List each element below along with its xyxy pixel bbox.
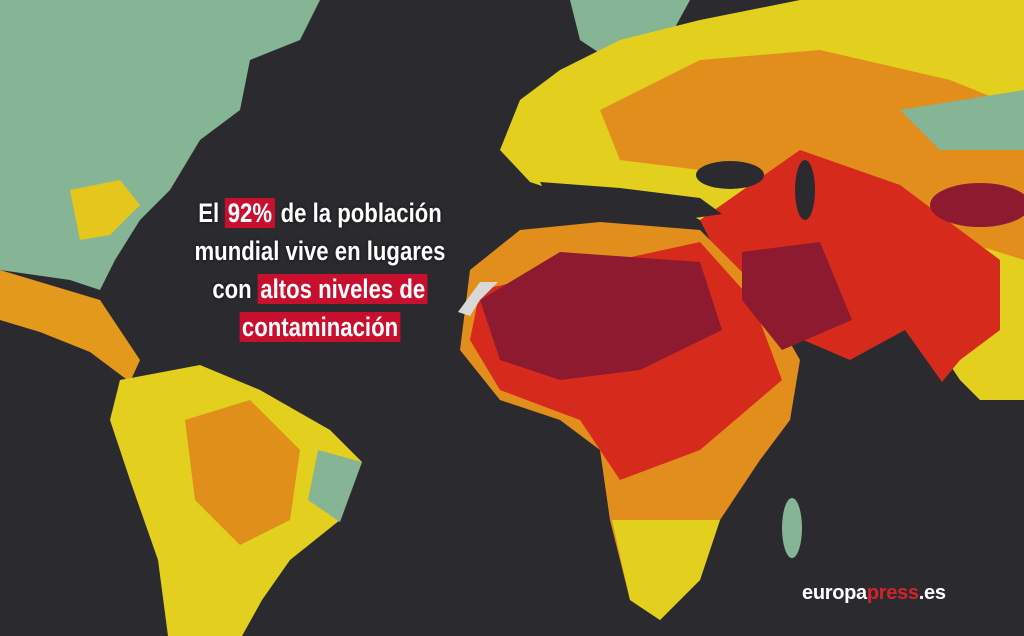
central-america (0, 270, 140, 382)
headline-line: con altos niveles de (156, 270, 484, 308)
headline-line: contaminación (156, 308, 484, 346)
logo: europapress.es (802, 582, 946, 605)
south-africa-yellow (612, 520, 720, 620)
headline-line: El 92% de la población (156, 194, 484, 232)
headline: El 92% de la población mundial vive en lu… (156, 194, 484, 346)
siberia-green (900, 90, 1024, 150)
logo-domain: .es (918, 582, 946, 604)
sahara-dark-red (480, 252, 722, 380)
south-america-green (308, 450, 362, 522)
arabia-dark-red (742, 242, 852, 350)
highlighted-text: 92% (225, 198, 275, 228)
highlighted-text: altos niveles de (257, 274, 428, 304)
caspian-sea (795, 160, 815, 220)
madagascar (782, 498, 802, 558)
south-america-orange (185, 400, 300, 545)
us-east-yellow (70, 180, 140, 240)
western-sahara (458, 282, 498, 316)
headline-line: mundial vive en lugares (156, 232, 484, 270)
headline-text: con (212, 274, 258, 304)
logo-name: europa (802, 582, 867, 604)
logo-brand: press (866, 582, 919, 604)
black-sea (696, 161, 764, 189)
highlighted-text: contaminación (239, 312, 401, 342)
headline-text: de la población (274, 198, 442, 228)
headline-text: El (198, 198, 226, 228)
mediterranean (540, 182, 722, 226)
headline-text: mundial vive en lugares (194, 236, 446, 266)
asia-dark-red (930, 183, 1024, 227)
